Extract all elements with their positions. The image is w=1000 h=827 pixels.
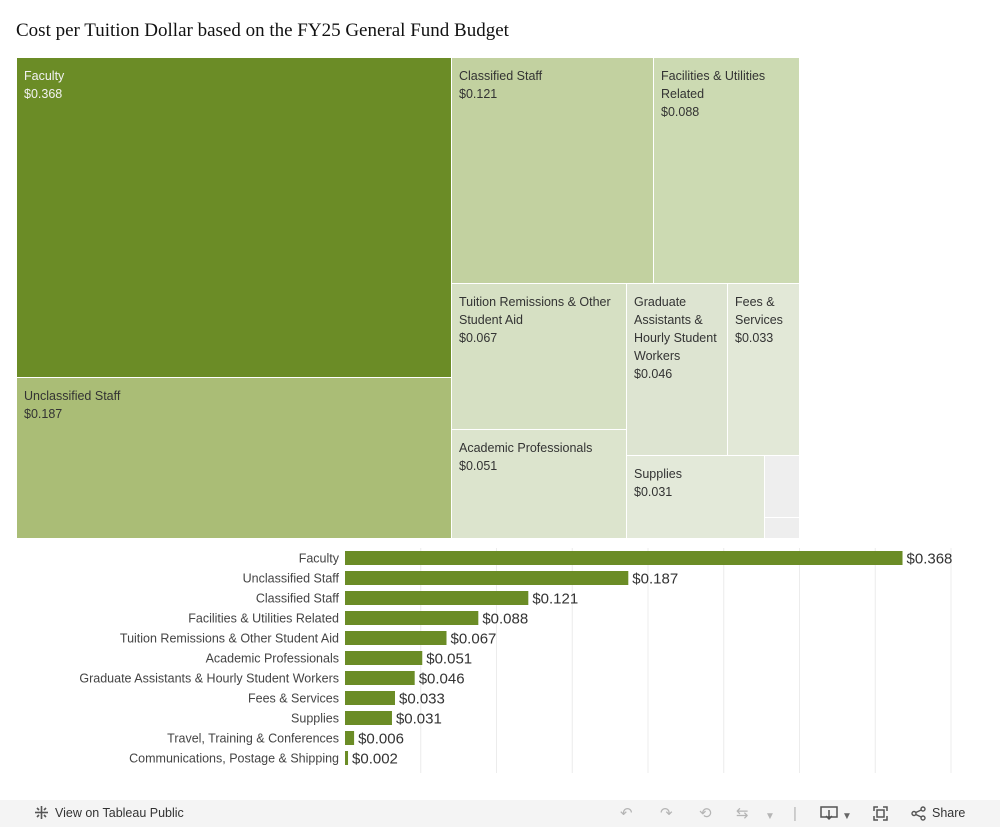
- treemap-label: Facilities & Utilities Related: [661, 69, 766, 101]
- treemap-value: $0.031: [634, 485, 673, 499]
- treemap-cell-supplies[interactable]: Supplies $0.031: [627, 456, 765, 539]
- bar[interactable]: [345, 571, 629, 585]
- treemap-value: $0.121: [459, 87, 498, 101]
- data-label: $0.006: [358, 731, 404, 748]
- treemap-label: Classified Staff: [459, 69, 543, 83]
- treemap-value: $0.187: [24, 407, 63, 421]
- data-label: $0.046: [419, 671, 465, 688]
- treemap-cell-academic-professionals[interactable]: Academic Professionals $0.051: [452, 430, 627, 539]
- treemap-label: Fees & Services: [735, 295, 783, 327]
- bar[interactable]: [345, 611, 479, 625]
- bar[interactable]: [345, 631, 447, 645]
- data-label: $0.088: [482, 611, 528, 628]
- revert-icon[interactable]: ⟲: [699, 805, 712, 822]
- tableau-logo-icon: [34, 805, 49, 823]
- treemap-value: $0.046: [634, 367, 673, 381]
- treemap-value: $0.067: [459, 331, 498, 345]
- category-label: Supplies: [291, 712, 339, 726]
- share-button[interactable]: Share: [932, 806, 966, 820]
- bar[interactable]: [345, 751, 349, 765]
- treemap-value: $0.368: [24, 87, 63, 101]
- fullscreen-icon[interactable]: [873, 806, 888, 824]
- bar-chart: Faculty $0.368 Unclassified Staff $0.187 Cla…: [79, 548, 953, 773]
- category-label: Faculty: [299, 552, 340, 566]
- share-icon[interactable]: [911, 806, 926, 824]
- treemap-cell-graduate-assistants[interactable]: Graduate Assistants & Hourly Student Wor…: [627, 284, 728, 456]
- bar[interactable]: [345, 551, 903, 565]
- bar[interactable]: [345, 591, 529, 605]
- download-icon[interactable]: [820, 806, 838, 824]
- refresh-dropdown-icon[interactable]: ▼: [765, 811, 775, 822]
- treemap-label: Unclassified Staff: [24, 389, 121, 403]
- category-label: Academic Professionals: [206, 652, 339, 666]
- category-label: Facilities & Utilities Related: [188, 612, 339, 626]
- treemap-cell-faculty[interactable]: Faculty $0.368: [17, 58, 452, 378]
- bar[interactable]: [345, 731, 355, 745]
- treemap-cell-tuition-remissions[interactable]: Tuition Remissions & Other Student Aid $…: [452, 284, 627, 430]
- refresh-icon[interactable]: ⇆: [736, 805, 749, 822]
- treemap-cell-classified-staff[interactable]: Classified Staff $0.121: [452, 58, 654, 284]
- treemap-value: $0.088: [661, 105, 700, 119]
- treemap-value: $0.033: [735, 331, 774, 345]
- view-on-tableau-link[interactable]: View on Tableau Public: [55, 806, 184, 820]
- category-label: Communications, Postage & Shipping: [129, 752, 339, 766]
- treemap-cell-communications[interactable]: [765, 518, 800, 539]
- data-label: $0.002: [352, 751, 398, 768]
- redo-icon[interactable]: ↷: [660, 805, 673, 822]
- treemap-label: Supplies: [634, 467, 682, 481]
- treemap-cell-unclassified-staff[interactable]: Unclassified Staff $0.187: [17, 378, 452, 539]
- treemap: Faculty $0.368 Unclassified Staff $0.187…: [17, 58, 800, 539]
- bar[interactable]: [345, 671, 415, 685]
- undo-icon[interactable]: ↶: [620, 805, 633, 822]
- data-label: $0.187: [632, 571, 678, 588]
- treemap-label: Faculty: [24, 69, 65, 83]
- treemap-cell-fees-services[interactable]: Fees & Services $0.033: [728, 284, 800, 456]
- data-label: $0.051: [426, 651, 472, 668]
- treemap-value: $0.051: [459, 459, 498, 473]
- data-label: $0.121: [532, 591, 578, 608]
- data-label: $0.033: [399, 691, 445, 708]
- treemap-label: Academic Professionals: [459, 441, 593, 455]
- category-label: Classified Staff: [256, 592, 340, 606]
- data-label: $0.031: [396, 711, 442, 728]
- download-dropdown-icon[interactable]: ▼: [842, 811, 852, 822]
- category-label: Travel, Training & Conferences: [167, 732, 339, 746]
- bar[interactable]: [345, 651, 423, 665]
- category-label: Unclassified Staff: [243, 572, 340, 586]
- treemap-cell-facilities[interactable]: Facilities & Utilities Related $0.088: [654, 58, 800, 284]
- chart-title: Cost per Tuition Dollar based on the FY2…: [16, 20, 509, 41]
- toolbar-divider: |: [793, 805, 797, 822]
- bar[interactable]: [345, 711, 392, 725]
- treemap-cell-travel[interactable]: [765, 456, 800, 518]
- bar[interactable]: [345, 691, 395, 705]
- data-label: $0.368: [907, 551, 953, 568]
- category-label: Tuition Remissions & Other Student Aid: [120, 632, 339, 646]
- treemap-label: Tuition Remissions & Other Student Aid: [459, 295, 611, 327]
- category-label: Fees & Services: [248, 692, 339, 706]
- tableau-toolbar: View on Tableau Public ↶ ↷ ⟲ ⇆ ▼ | ▼ Sha…: [0, 800, 1000, 827]
- data-label: $0.067: [451, 631, 497, 648]
- category-label: Graduate Assistants & Hourly Student Wor…: [79, 672, 339, 686]
- treemap-label: Graduate Assistants & Hourly Student Wor…: [634, 295, 717, 363]
